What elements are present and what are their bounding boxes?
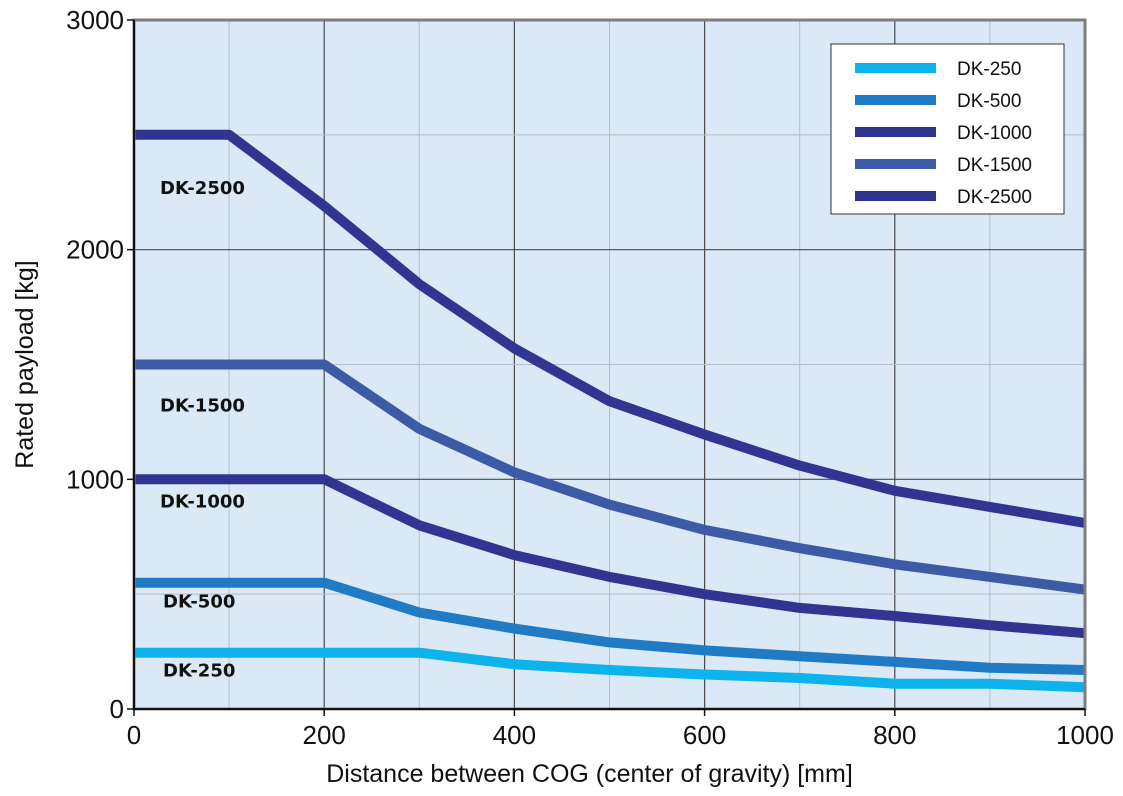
series-line-dk-2500 [134, 129, 1086, 528]
x-tick-label: 200 [303, 720, 346, 750]
series-line-dk-1500 [134, 359, 1086, 595]
series-line-dk-250 [134, 647, 1086, 693]
x-axis-title: Distance between COG (center of gravity)… [326, 760, 853, 788]
legend-label-dk-1000: DK-1000 [957, 123, 1032, 144]
x-tick-label: 1000 [1056, 720, 1114, 750]
curve-label-dk-1000: DK-1000 [160, 491, 245, 512]
y-tick-label: 0 [110, 694, 124, 724]
legend-label-dk-250: DK-250 [957, 59, 1021, 80]
curve-label-dk-500: DK-500 [163, 592, 235, 613]
x-tick-label: 800 [873, 720, 916, 750]
legend-label-dk-1500: DK-1500 [957, 155, 1032, 176]
series-lines [134, 129, 1086, 693]
y-tick-label: 2000 [66, 235, 124, 265]
x-tick-label: 600 [683, 720, 726, 750]
x-tick-label: 400 [493, 720, 536, 750]
series-line-dk-1000 [134, 474, 1086, 639]
y-tick-label: 1000 [66, 464, 124, 494]
y-tick-label: 3000 [66, 5, 124, 35]
curve-label-dk-250: DK-250 [163, 661, 235, 682]
curve-label-dk-2500: DK-2500 [160, 178, 245, 199]
y-axis-title: Rated payload [kg] [11, 260, 39, 468]
legend-label-dk-500: DK-500 [957, 91, 1021, 112]
axes: 0 200 400 600 800 1000 0 1000 2000 3000 [66, 5, 1114, 750]
curve-labels: DK-2500 DK-1500 DK-1000 DK-500 DK-250 [160, 178, 245, 682]
curve-label-dk-1500: DK-1500 [160, 396, 245, 417]
x-tick-label: 0 [127, 720, 141, 750]
legend: DK-250 DK-500 DK-1000 DK-1500 DK-2500 [830, 43, 1065, 215]
series-line-dk-500 [134, 577, 1086, 675]
legend-label-dk-2500: DK-2500 [957, 187, 1032, 208]
